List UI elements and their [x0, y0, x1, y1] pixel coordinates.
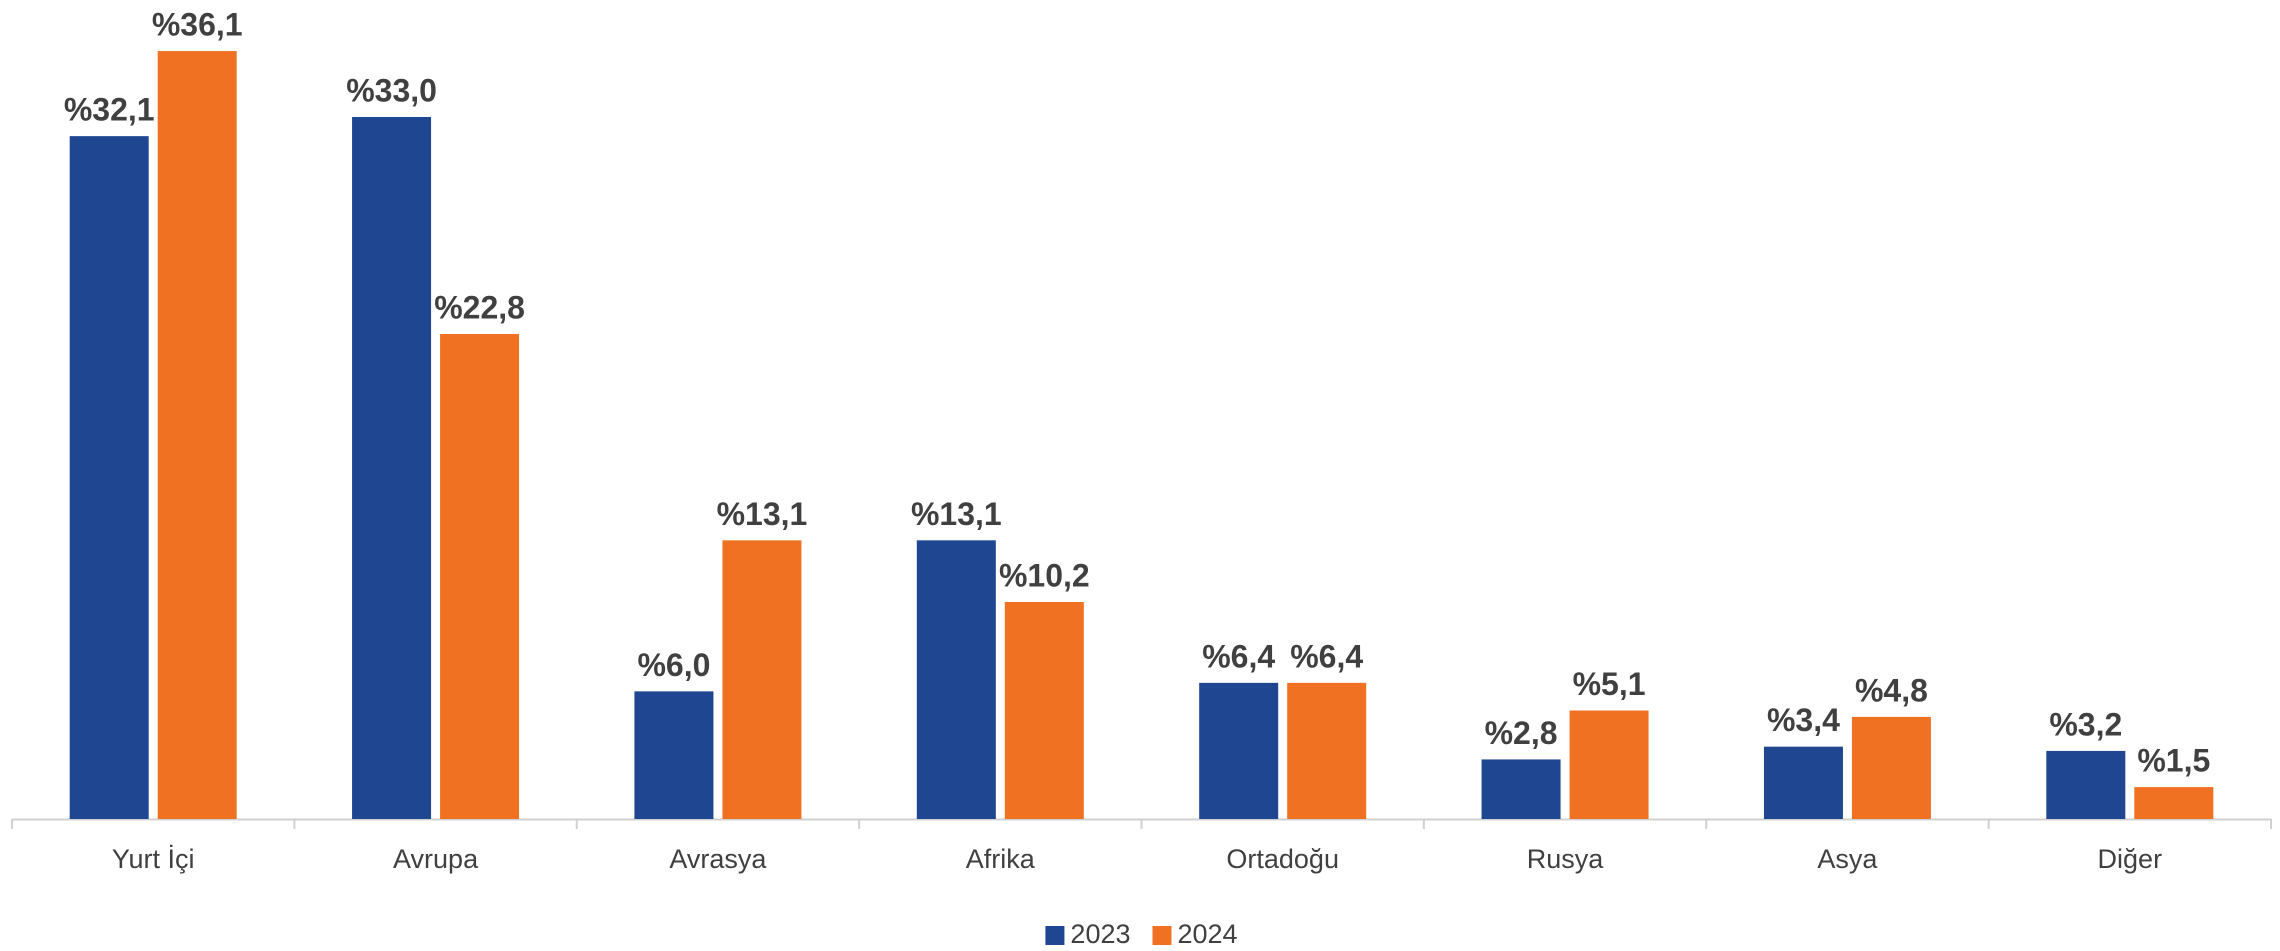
bar: [634, 691, 714, 819]
value-label: %13,1: [911, 496, 1002, 532]
x-tick-label: Ortadoğu: [1226, 844, 1339, 874]
value-label: %4,8: [1855, 672, 1928, 708]
value-label: %10,2: [999, 557, 1090, 593]
x-tick-label: Afrika: [966, 844, 1036, 874]
bar: [1851, 716, 1931, 819]
value-label: %6,4: [1202, 638, 1275, 674]
legend-label: 2024: [1178, 919, 1238, 949]
legend-swatch: [1045, 926, 1065, 945]
value-label: %5,1: [1573, 666, 1646, 702]
x-tick-label: Avrupa: [393, 844, 479, 874]
x-tick-label: Diğer: [2098, 844, 2163, 874]
bar: [1481, 759, 1561, 819]
value-label: %22,8: [434, 289, 525, 325]
bar: [157, 51, 237, 819]
value-label: %13,1: [717, 496, 808, 532]
bar: [1199, 682, 1279, 819]
value-label: %3,4: [1767, 702, 1840, 738]
value-label: %33,0: [346, 72, 437, 108]
bar: [1763, 746, 1843, 819]
value-label: %1,5: [2137, 743, 2210, 779]
bar: [916, 540, 996, 819]
x-tick-label: Rusya: [1527, 844, 1605, 874]
value-label: %36,1: [152, 7, 243, 43]
x-tick-label: Asya: [1817, 844, 1878, 874]
bar: [1004, 602, 1084, 819]
bar: [69, 136, 149, 820]
value-label: %6,0: [637, 647, 710, 683]
bar: [722, 540, 802, 819]
bar: [1569, 710, 1649, 819]
bar: [2134, 787, 2214, 819]
bar: [352, 117, 432, 819]
bar: [2046, 750, 2126, 819]
x-tick-label: Yurt İçi: [112, 843, 195, 874]
legend-swatch: [1152, 926, 1172, 945]
x-tick-label: Avrasya: [669, 844, 767, 874]
legend-label: 2023: [1070, 919, 1130, 949]
value-label: %6,4: [1290, 638, 1363, 674]
bar: [1287, 682, 1367, 819]
bar: [440, 333, 520, 819]
value-label: %32,1: [64, 92, 155, 128]
value-label: %3,2: [2049, 706, 2122, 742]
value-label: %2,8: [1485, 715, 1558, 751]
